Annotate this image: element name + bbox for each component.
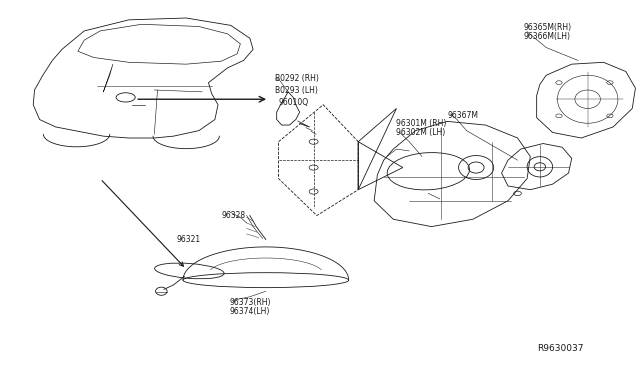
Text: 96321: 96321	[177, 235, 201, 244]
Text: 96301M (RH): 96301M (RH)	[396, 119, 447, 128]
Text: B0292 (RH): B0292 (RH)	[275, 74, 319, 83]
Text: 96365M(RH): 96365M(RH)	[524, 23, 572, 32]
Text: 96328: 96328	[221, 211, 245, 220]
Text: 96367M: 96367M	[447, 111, 479, 121]
Text: 96010Q: 96010Q	[278, 99, 308, 108]
Text: 96373(RH): 96373(RH)	[230, 298, 271, 307]
Text: R9630037: R9630037	[537, 344, 583, 353]
Text: B0293 (LH): B0293 (LH)	[275, 86, 318, 94]
Text: 96302M (LH): 96302M (LH)	[396, 128, 445, 137]
Text: 96366M(LH): 96366M(LH)	[524, 32, 571, 41]
Text: 96374(LH): 96374(LH)	[230, 307, 270, 316]
